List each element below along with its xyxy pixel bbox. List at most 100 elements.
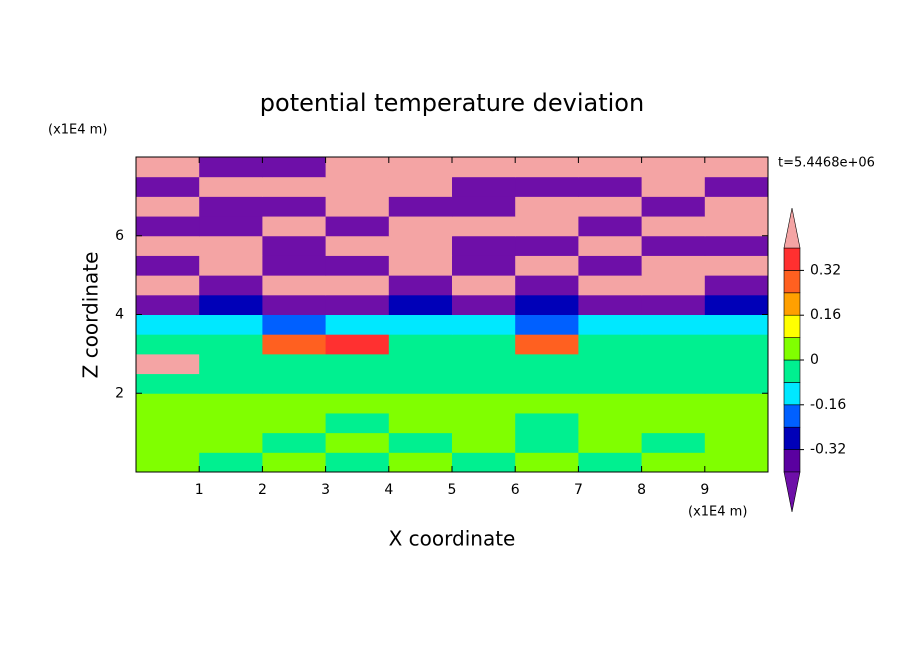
field-cell bbox=[641, 334, 706, 355]
field-cell bbox=[641, 452, 706, 473]
field-cell bbox=[199, 334, 263, 355]
field-cell bbox=[262, 314, 327, 335]
field-cell bbox=[388, 432, 453, 453]
field-cell bbox=[199, 294, 263, 315]
field-cell bbox=[262, 196, 327, 217]
field-cell bbox=[136, 275, 200, 296]
annotation: t=5.4468e+06 bbox=[778, 156, 875, 171]
field-cell bbox=[641, 157, 706, 178]
field-cell bbox=[262, 235, 327, 256]
field-cell bbox=[515, 294, 579, 315]
field-cell bbox=[578, 176, 643, 197]
field-cell bbox=[199, 432, 263, 453]
field-cell bbox=[136, 412, 200, 434]
field-cell bbox=[578, 196, 643, 217]
field-cell bbox=[452, 353, 516, 375]
field-cell bbox=[704, 255, 769, 276]
field-cell bbox=[452, 235, 516, 256]
field-cell bbox=[515, 255, 579, 276]
field-cell bbox=[452, 432, 516, 453]
field-cell bbox=[136, 176, 200, 197]
x-axis-label: X coordinate bbox=[389, 527, 516, 551]
field-cell bbox=[515, 216, 579, 237]
field-cell bbox=[388, 196, 453, 217]
field-cell bbox=[388, 373, 453, 394]
field-cell bbox=[704, 294, 769, 315]
colorbar-tick-label: 0.16 bbox=[810, 307, 841, 323]
field-cell bbox=[262, 412, 327, 434]
field-cell bbox=[641, 412, 706, 434]
field-cell bbox=[641, 275, 706, 296]
field-cell bbox=[388, 314, 453, 335]
field-cell bbox=[262, 176, 327, 197]
x-tick-label: 3 bbox=[321, 482, 330, 498]
field-cell bbox=[136, 216, 200, 237]
field-cell bbox=[325, 412, 390, 434]
colorbar-bin bbox=[783, 382, 801, 406]
field-cell bbox=[641, 314, 706, 335]
colorbar-bin bbox=[783, 404, 801, 428]
field-cell bbox=[515, 196, 579, 217]
field-cell bbox=[325, 314, 390, 335]
field-cell bbox=[578, 314, 643, 335]
field-cell bbox=[515, 373, 579, 394]
field-cell bbox=[199, 412, 263, 434]
field-cell bbox=[578, 275, 643, 296]
field-cell bbox=[452, 393, 516, 414]
field-cell bbox=[515, 393, 579, 414]
field-cell bbox=[704, 353, 769, 375]
field-cell bbox=[199, 452, 263, 473]
field-cell bbox=[578, 216, 643, 237]
field-cell bbox=[325, 275, 390, 296]
field-cell bbox=[452, 255, 516, 276]
field-cell bbox=[704, 373, 769, 394]
field-cell bbox=[452, 157, 516, 178]
field-cell bbox=[199, 176, 263, 197]
field-cell bbox=[388, 275, 453, 296]
field-cell bbox=[704, 157, 769, 178]
colorbar-tick-label: -0.16 bbox=[810, 397, 846, 413]
field-cell bbox=[578, 432, 643, 453]
field-cell bbox=[641, 353, 706, 375]
chart-title: potential temperature deviation bbox=[260, 89, 644, 117]
field-cell bbox=[578, 235, 643, 256]
field-cell bbox=[199, 393, 263, 414]
colorbar-tick-label: 0 bbox=[810, 352, 819, 368]
field-cell bbox=[452, 334, 516, 355]
field-cell bbox=[704, 235, 769, 256]
colorbar-bin bbox=[783, 359, 801, 383]
field-cell bbox=[262, 294, 327, 315]
field-cell bbox=[704, 452, 769, 473]
field-cell bbox=[262, 373, 327, 394]
field-cell bbox=[325, 334, 390, 355]
field-cell bbox=[704, 393, 769, 414]
field-cell bbox=[452, 275, 516, 296]
field-cell bbox=[136, 157, 200, 178]
y-tick-label: 2 bbox=[115, 385, 124, 401]
colorbar-tick-label: -0.32 bbox=[810, 442, 846, 458]
field-cell bbox=[199, 275, 263, 296]
field-cell bbox=[136, 255, 200, 276]
x-tick-label: 6 bbox=[511, 482, 520, 498]
colorbar-tick-label: 0.32 bbox=[810, 262, 841, 278]
field-cell bbox=[515, 452, 579, 473]
colorbar-bin bbox=[783, 449, 801, 473]
field-cell bbox=[388, 255, 453, 276]
field-cell bbox=[578, 157, 643, 178]
field-cell bbox=[515, 176, 579, 197]
x-tick-label: 7 bbox=[574, 482, 583, 498]
y-unit-label: (x1E4 m) bbox=[48, 123, 107, 138]
field-cell bbox=[452, 412, 516, 434]
field-cell bbox=[388, 353, 453, 375]
y-tick-label: 4 bbox=[115, 307, 124, 323]
field-cell bbox=[704, 176, 769, 197]
field-cell bbox=[136, 235, 200, 256]
x-tick-label: 4 bbox=[384, 482, 393, 498]
y-axis-label: Z coordinate bbox=[79, 252, 103, 379]
field-cell bbox=[262, 255, 327, 276]
field-cell bbox=[641, 393, 706, 414]
x-tick-label: 1 bbox=[195, 482, 204, 498]
field-cell bbox=[136, 452, 200, 473]
field-cell bbox=[199, 255, 263, 276]
